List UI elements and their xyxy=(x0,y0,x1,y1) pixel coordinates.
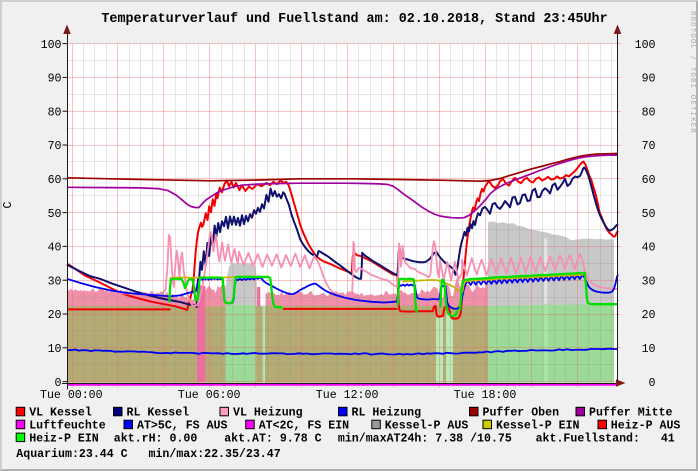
svg-text:30: 30 xyxy=(642,275,656,288)
svg-text:Tue 06:00: Tue 06:00 xyxy=(178,389,241,402)
svg-text:60: 60 xyxy=(48,174,62,187)
svg-text:0: 0 xyxy=(649,377,656,390)
svg-text:RRDTOOL / TOBI OETIKER: RRDTOOL / TOBI OETIKER xyxy=(688,11,696,134)
svg-text:40: 40 xyxy=(642,242,656,255)
svg-text:RL Kessel: RL Kessel xyxy=(127,407,190,420)
svg-text:50: 50 xyxy=(642,208,656,221)
svg-text:80: 80 xyxy=(642,106,656,119)
svg-text:Kessel-P EIN: Kessel-P EIN xyxy=(496,419,580,432)
svg-text:100: 100 xyxy=(41,39,62,52)
svg-text:40: 40 xyxy=(48,242,62,255)
svg-text:90: 90 xyxy=(48,73,62,86)
svg-text:Puffer Oben: Puffer Oben xyxy=(483,407,560,420)
svg-text:Luftfeuchte: Luftfeuchte xyxy=(29,419,106,432)
svg-text:Tue 12:00: Tue 12:00 xyxy=(316,389,379,402)
svg-text:RL Heizung: RL Heizung xyxy=(352,407,422,420)
svg-text:Tue 18:00: Tue 18:00 xyxy=(454,389,517,402)
svg-text:100: 100 xyxy=(635,39,656,52)
svg-text:70: 70 xyxy=(48,140,62,153)
svg-text:Aquarium:23.44 C min/max:22.: Aquarium:23.44 C min/max:22.35/23.47 xyxy=(16,448,280,461)
svg-text:10: 10 xyxy=(48,343,62,356)
svg-text:30: 30 xyxy=(48,275,62,288)
svg-text:min/maxAT24h: 7.38 /10.75: min/maxAT24h: 7.38 /10.75 xyxy=(338,432,512,445)
svg-text:60: 60 xyxy=(642,174,656,187)
svg-text:AT>5C, FS AUS: AT>5C, FS AUS xyxy=(137,419,227,432)
svg-text:Kessel-P AUS: Kessel-P AUS xyxy=(385,419,469,432)
svg-text:20: 20 xyxy=(48,309,62,322)
svg-text:AT<2C, FS EIN: AT<2C, FS EIN xyxy=(259,419,349,432)
svg-text:50: 50 xyxy=(48,208,62,221)
svg-text:Temperaturverlauf und Fuellsta: Temperaturverlauf und Fuellstand am: 02.… xyxy=(101,12,607,27)
svg-text:Heiz-P AUS: Heiz-P AUS xyxy=(611,419,681,432)
svg-text:C: C xyxy=(2,201,15,208)
svg-text:VL Heizung: VL Heizung xyxy=(233,407,303,420)
svg-text:akt.Fuellstand: 41: akt.Fuellstand: 41 xyxy=(536,432,675,445)
svg-text:Heiz-P EIN: Heiz-P EIN xyxy=(29,432,99,445)
svg-text:Tue 00:00: Tue 00:00 xyxy=(40,389,103,402)
svg-text:VL Kessel: VL Kessel xyxy=(29,407,92,420)
svg-text:0: 0 xyxy=(55,377,62,390)
svg-text:90: 90 xyxy=(642,73,656,86)
svg-text:20: 20 xyxy=(642,309,656,322)
svg-text:akt.rH: 0.00: akt.rH: 0.00 xyxy=(114,432,198,445)
svg-text:80: 80 xyxy=(48,106,62,119)
svg-text:Puffer Mitte: Puffer Mitte xyxy=(589,407,673,420)
svg-text:akt.AT: 9.78 C: akt.AT: 9.78 C xyxy=(224,432,321,445)
svg-text:10: 10 xyxy=(642,343,656,356)
svg-text:70: 70 xyxy=(642,140,656,153)
